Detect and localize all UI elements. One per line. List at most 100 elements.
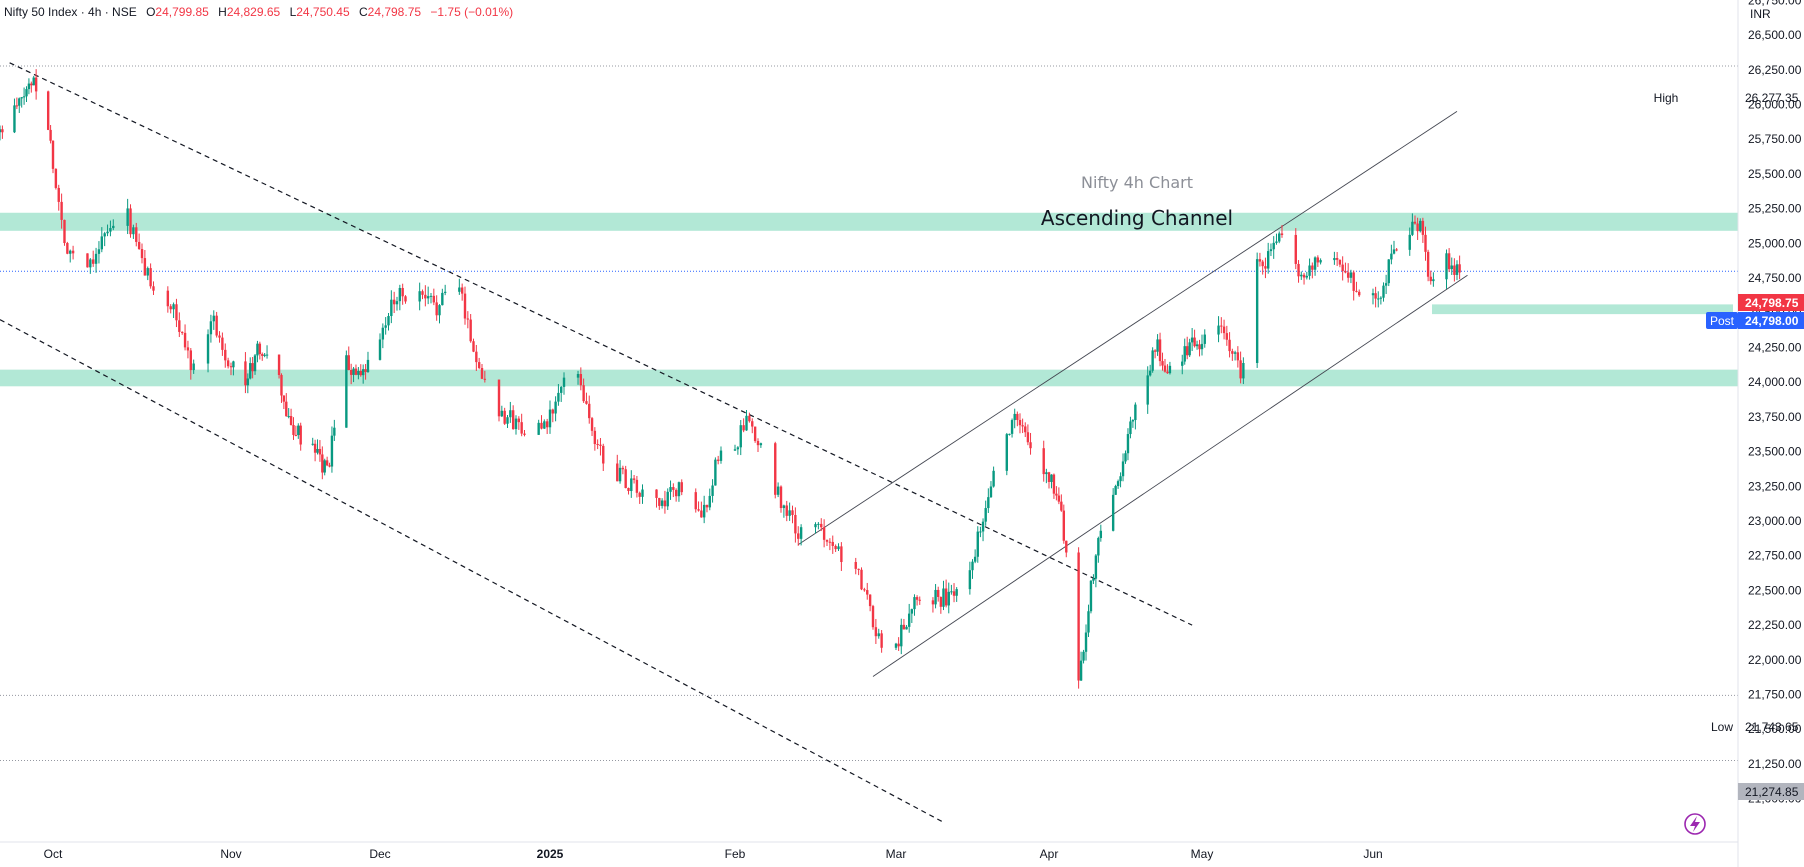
- price-tick-label: 26,250.00: [1748, 63, 1802, 77]
- candle-body: [354, 368, 358, 375]
- time-axis[interactable]: Oct Nov Dec 2025 Feb Mar Apr May Jun: [44, 847, 1383, 861]
- candle-body: [392, 299, 396, 305]
- candle-body: [1236, 352, 1240, 361]
- zone-1[interactable]: [0, 369, 1738, 387]
- candle-body: [1029, 442, 1032, 449]
- candle-body: [590, 418, 594, 431]
- candle-body: [782, 505, 786, 509]
- price-tick-label: 22,250.00: [1748, 618, 1802, 632]
- candle-body: [418, 291, 421, 302]
- candle-body: [822, 527, 826, 540]
- zone-0[interactable]: [0, 212, 1738, 231]
- change-value: −1.75 (−0.01%): [430, 5, 513, 19]
- candle-body: [602, 445, 605, 464]
- candle-body: [325, 460, 329, 466]
- candle-body: [984, 508, 987, 522]
- candle-body: [894, 643, 898, 648]
- candle-body: [866, 590, 869, 595]
- chart-subtitle-note[interactable]: Nifty 4h Chart: [1081, 173, 1193, 192]
- candle-body: [705, 504, 709, 508]
- candle-body: [1203, 334, 1206, 344]
- candle-body: [186, 347, 190, 351]
- candle-body: [282, 395, 286, 402]
- candle-body: [599, 444, 602, 446]
- candle-body: [739, 425, 742, 448]
- candle-body: [215, 315, 218, 336]
- price-tick-label: 23,750.00: [1748, 410, 1802, 424]
- candle-body: [1119, 476, 1122, 482]
- candle-body: [621, 467, 625, 470]
- candle-body: [1445, 253, 1448, 280]
- candle-body: [280, 374, 283, 396]
- candle-body: [49, 129, 52, 141]
- candle-body: [797, 533, 800, 539]
- trendline-1[interactable]: [0, 319, 944, 823]
- candle-body: [404, 296, 407, 302]
- candle-body: [1042, 448, 1045, 475]
- candle-body: [469, 319, 472, 342]
- trendline-0[interactable]: [9, 62, 1193, 626]
- candle-body: [753, 426, 757, 441]
- candle-body: [831, 541, 834, 546]
- currency-label[interactable]: INR: [1750, 7, 1771, 21]
- candle-body: [424, 294, 427, 299]
- candle-body: [799, 527, 803, 539]
- candle-body: [32, 77, 35, 86]
- high-value: 24,829.65: [227, 5, 281, 19]
- candle-body: [776, 486, 780, 495]
- candle-body: [509, 410, 512, 418]
- candle-body: [292, 424, 295, 435]
- lightning-icon[interactable]: [1684, 813, 1706, 835]
- candle-body: [557, 392, 560, 402]
- candle-body: [0, 129, 2, 133]
- candle-body: [942, 588, 945, 607]
- candle-body: [1278, 233, 1281, 242]
- candle-body: [1181, 361, 1184, 366]
- candle-body: [477, 362, 481, 369]
- candle-body: [421, 291, 424, 295]
- candle-body: [429, 295, 433, 297]
- candle-body: [1161, 361, 1164, 366]
- candle-body: [593, 430, 597, 445]
- zone-2[interactable]: [1432, 304, 1733, 315]
- candle-body: [321, 454, 324, 473]
- candle-body: [1338, 259, 1342, 265]
- trendline-3[interactable]: [872, 274, 1468, 677]
- candle-body: [663, 500, 667, 507]
- time-tick-label: Apr: [1040, 847, 1059, 861]
- extra-level-value: 21,274.85: [1745, 785, 1799, 799]
- candle-body: [466, 318, 470, 320]
- candle-body: [1200, 343, 1204, 350]
- candle-body: [352, 368, 355, 375]
- candle-body: [224, 349, 227, 361]
- candle-body: [1021, 425, 1024, 427]
- candle-body: [905, 626, 908, 630]
- candle-body: [719, 450, 723, 461]
- candle-body: [543, 421, 546, 429]
- candle-body: [54, 168, 58, 188]
- candle-body: [1453, 265, 1456, 275]
- candle-body: [263, 354, 266, 356]
- candle-body: [395, 301, 399, 305]
- candle-body: [666, 491, 669, 507]
- candle-body: [30, 83, 33, 86]
- post-value: 24,798.00: [1745, 314, 1799, 328]
- candle-body: [265, 354, 269, 356]
- candle-body: [359, 370, 362, 376]
- trendline-2[interactable]: [798, 111, 1458, 545]
- candle-body: [1313, 257, 1317, 270]
- candle-body: [1341, 264, 1344, 272]
- candle-body: [361, 369, 365, 376]
- candle-body: [748, 415, 751, 422]
- candle-body: [756, 440, 760, 446]
- price-tick-label: 26,500.00: [1748, 28, 1802, 42]
- symbol-info: Nifty 50 Index · 4h · NSE: [4, 5, 137, 19]
- time-tick-label: Nov: [220, 847, 241, 861]
- chart-title-note[interactable]: Ascending Channel: [1041, 206, 1233, 230]
- candle-body: [677, 482, 681, 497]
- price-tick-label: 25,000.00: [1748, 236, 1802, 250]
- candle-body: [25, 89, 28, 97]
- candle-body: [441, 292, 444, 306]
- candle-body: [624, 469, 627, 488]
